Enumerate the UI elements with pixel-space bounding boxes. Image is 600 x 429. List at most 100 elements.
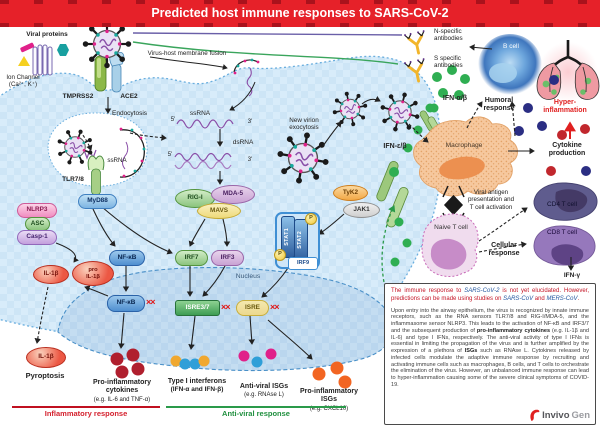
caption-headline: The immune response to SARS-CoV-2 is not…: [391, 288, 589, 304]
naive-t-label: Naive T cell: [434, 224, 468, 231]
inflammatory-legend-line: [12, 406, 160, 408]
pro-il1b-oval: pro IL-1β: [72, 261, 114, 286]
isre37-inhibition-x: ××: [221, 302, 230, 312]
hyper-inflammation-label: Hyper- inflammation: [530, 99, 600, 116]
cd4-label: CD4 T cell: [546, 201, 578, 208]
tlr78-label: TLR7/8: [62, 176, 84, 183]
fusion-label: Virus-host membrane fusion: [147, 50, 227, 57]
antiviral-legend-line: [166, 406, 346, 408]
avisg-l1: Anti-viral ISGs: [239, 383, 289, 390]
title-banner: Predicted host immune responses to SARS-…: [0, 0, 600, 27]
pro-il1b-l2: IL-1β: [86, 273, 100, 280]
ion-channel-label: Ion Channel (Ca²⁺, K⁺): [0, 74, 46, 89]
virus-1: SARS-CoV-2: [464, 288, 500, 294]
avisg-l2: (e.g. RNAse L): [244, 392, 284, 399]
ssrna-endosome-label: ssRNA: [107, 157, 127, 164]
rna-strands: [174, 119, 234, 170]
ifn-l1: Type I interferons: [167, 378, 227, 385]
cd8-t-cell: [533, 225, 596, 266]
humoral-l2: response: [483, 105, 515, 113]
cytoprod-l2: production: [548, 150, 586, 158]
isre-inhibition-x: ××: [270, 302, 279, 312]
ion-channel-sub: (Ca²⁺, K⁺): [8, 81, 38, 89]
invivogen-logo: Invivo Gen: [529, 409, 590, 422]
ssrna-5prime: 5': [170, 117, 176, 123]
body-bold-2: ISGs: [464, 348, 478, 355]
type1-interferons-label: Type I interferons (IFN-α and IFN-β): [158, 378, 236, 394]
inflammatory-response-label: Inflammatory response: [44, 409, 128, 418]
membrane-fusion-virion: [233, 58, 260, 97]
proinflammatory-cytokines-label: Pro-inflammatory cytokines (e.g. IL-6 an…: [82, 379, 162, 404]
ifn-dots: [390, 65, 470, 267]
cyt-l3: (e.g. IL-6 and TNF-α): [93, 396, 151, 403]
ifn-l2: (IFN-α and IFN-β): [170, 386, 224, 394]
isre37-pill: ISRE3/7: [175, 300, 220, 316]
caption-box: The immune response to SARS-CoV-2 is not…: [384, 283, 596, 425]
viral-protein-icons: [18, 42, 69, 66]
proinflammatory-isgs-label: Pro-inflammatory ISGs (e.g. CXCL10): [292, 388, 366, 413]
virus-3: MERS-CoV: [546, 295, 578, 302]
b-cell-label: B cell: [503, 43, 519, 50]
macrophage-label: Macrophage: [445, 142, 483, 149]
new-virion-l2: exocytosis: [289, 124, 319, 132]
n-ab-l1: N-specific: [434, 28, 462, 35]
nfkb-nucleus-pill: NF-κB: [107, 295, 145, 312]
cytoprod-l1: Cytokine: [552, 142, 582, 149]
antiviral-isgs-label: Anti-viral ISGs (e.g. RNAse L): [228, 383, 300, 399]
body-2: (e.g. IL-1β and IL-6) and type I IFNs, r…: [391, 327, 589, 355]
dsrna-3prime: 3': [247, 157, 253, 163]
mavs-pill: MAVS: [197, 203, 241, 219]
antiviral-response-label: Anti-viral response: [222, 409, 290, 418]
cytokine-production-label: Cytokine production: [536, 142, 598, 159]
antigen-l3: T cell activation: [469, 203, 513, 211]
pisg-l3: (e.g. CXCL10): [309, 405, 349, 412]
cellular-l2: response: [488, 250, 520, 258]
n-antibodies-label: N-specific antibodies: [434, 28, 482, 43]
s-ab-l2: antibodies: [434, 62, 463, 70]
antibody-target-lines: [132, 32, 403, 65]
pathway-arrows: [34, 44, 575, 360]
s-antibodies-label: S specific antibodies: [434, 55, 482, 70]
ace2-label: ACE2: [120, 93, 138, 100]
head-4: .: [577, 295, 580, 302]
tmprss2-icon: [94, 55, 107, 92]
nucleus-region: [57, 267, 394, 372]
ion-channel-icon: [32, 44, 53, 76]
ifn-gamma-label: IFN-γ: [563, 272, 581, 279]
nucleus-label: Nucleus: [235, 273, 261, 280]
virus-2: SARS-CoV: [503, 295, 534, 302]
body-bold-1: pro-inflammatory cytokines: [476, 327, 551, 334]
phospho-p1: P: [305, 213, 317, 225]
nlrp3-pill: NLRP3: [17, 203, 57, 218]
ifn-receptor-label: IFN-ε/β: [383, 143, 407, 150]
endosome: [47, 112, 148, 187]
ifn-receptor-icon: [376, 160, 409, 228]
hyper-l1: Hyper-: [553, 99, 577, 106]
ifn-secretion-arrow: [381, 205, 396, 299]
banner-texture-bottom: [0, 23, 600, 27]
b-cell: [478, 34, 542, 98]
hyper-l2: inflammation: [543, 107, 587, 115]
ion-channel-text: Ion Channel: [6, 74, 40, 81]
endocytosis-label: Endocytosis: [112, 110, 148, 117]
cd8-label: CD8 T cell: [546, 229, 578, 236]
output-dot-clusters: [110, 348, 352, 389]
irf9-pill: IRF9: [288, 257, 318, 270]
stat2-pill: STAT2: [294, 219, 308, 261]
ifn-ab-label: IFN-α/β: [442, 95, 468, 102]
cytokine-dots: [514, 75, 591, 176]
tlr78-receptor-icon: [87, 155, 105, 196]
cd4-t-cell: [533, 182, 598, 221]
new-virion-label: New virion exocytosis: [281, 117, 327, 132]
il1b-oval: IL-1β: [33, 265, 69, 284]
cyt-l2: cytokines: [105, 387, 139, 395]
n-ab-l2: antibodies: [434, 35, 463, 43]
isre-pill: ISRE: [236, 300, 269, 316]
nfkb-pill: NF-κB: [109, 250, 145, 266]
pro-il1b-l1: pro: [88, 267, 98, 274]
stat2-text: STAT2: [297, 231, 304, 249]
humoral-response-label: Humoral response: [476, 97, 522, 114]
page-title: Predicted host immune responses to SARS-…: [151, 6, 449, 20]
